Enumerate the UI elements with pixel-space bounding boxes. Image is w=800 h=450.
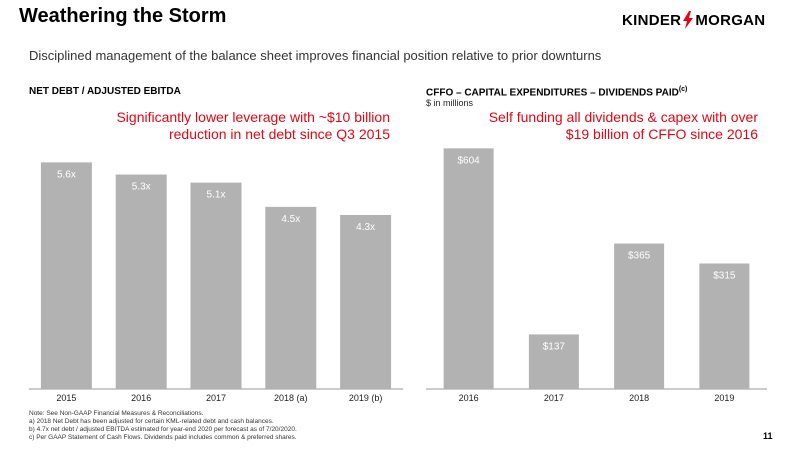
leverage-data-label: 5.1x <box>207 190 226 201</box>
footnote-a: a) 2018 Net Debt has been adjusted for c… <box>29 418 274 425</box>
leverage-data-label: 4.5x <box>281 214 300 225</box>
leverage-x-tick-label: 2019 (b) <box>349 393 383 403</box>
leverage-x-tick-label: 2018 (a) <box>274 393 308 403</box>
lightning-bolt-icon <box>683 11 694 29</box>
footnote-marker-c: (c) <box>678 86 688 93</box>
cffo-surplus-x-tick-label: 2016 <box>459 393 479 403</box>
leverage-chart: 5.6x 2015 5.3x 2016 5.1x 2017 4.5x 2018 (a) 4.3x… <box>29 162 403 403</box>
cffo-surplus-x-tick-label: 2017 <box>544 393 564 403</box>
cffo-surplus-data-label: $604 <box>458 155 481 166</box>
page-number: 11 <box>763 431 773 441</box>
leverage-bar <box>115 174 167 389</box>
leverage-bar <box>340 214 392 389</box>
leverage-data-label: 5.6x <box>57 169 76 180</box>
logo-text-right: MORGAN <box>695 11 766 29</box>
cffo-surplus-data-label: $137 <box>543 341 566 352</box>
cffo-surplus-data-label: $365 <box>628 251 651 262</box>
left-chart-heading: NET DEBT / ADJUSTED EBITDA <box>29 86 181 97</box>
cffo-surplus-bar <box>699 263 750 389</box>
leverage-x-tick-label: 2016 <box>131 393 151 403</box>
cffo-surplus-bar <box>614 243 665 389</box>
footnotes: Note: See Non-GAAP Financial Measures & … <box>29 410 297 442</box>
footnote-c: c) Per GAAP Statement of Cash Flows. Div… <box>29 434 297 441</box>
leverage-x-tick-label: 2015 <box>56 393 76 403</box>
footnote-b: b) 4.7x net debt / adjusted EBITDA estim… <box>29 426 297 433</box>
cffo-surplus-chart: $604 2016 $137 2017 $365 2018 $315 2019 <box>426 148 767 403</box>
leverage-data-label: 5.3x <box>132 182 151 193</box>
right-callout-text: Self funding all dividends & capex with … <box>488 109 758 142</box>
right-chart-heading-text: CFFO – CAPITAL EXPENDITURES – DIVIDENDS … <box>426 87 679 99</box>
leverage-bar <box>265 206 317 389</box>
left-callout-text: Significantly lower leverage with ~$10 b… <box>116 109 390 142</box>
cffo-surplus-data-label: $315 <box>713 270 736 281</box>
cffo-surplus-bar <box>443 148 494 389</box>
cffo-surplus-x-tick-label: 2018 <box>629 393 649 403</box>
leverage-bar <box>40 162 92 389</box>
company-logo: KINDER MORGAN <box>622 11 765 29</box>
slide-title: Weathering the Storm <box>19 5 227 27</box>
slide-subtitle: Disciplined management of the balance sh… <box>29 48 602 63</box>
leverage-x-tick-label: 2017 <box>206 393 226 403</box>
right-chart-heading: CFFO – CAPITAL EXPENDITURES – DIVIDENDS … <box>426 86 687 98</box>
leverage-bar <box>190 182 242 389</box>
cffo-surplus-x-tick-label: 2019 <box>714 393 734 403</box>
right-chart-unit-label: $ in millions <box>426 98 474 108</box>
footnote-note: Note: See Non-GAAP Financial Measures & … <box>29 410 204 417</box>
leverage-data-label: 4.3x <box>356 222 375 233</box>
cffo-surplus-bar <box>528 334 579 389</box>
logo-text-left: KINDER <box>622 11 682 29</box>
